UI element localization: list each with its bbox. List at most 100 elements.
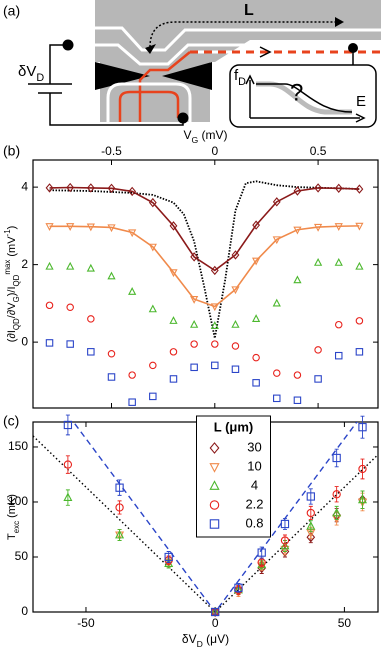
x-tick-label: 0 [211, 144, 218, 158]
length-label: L [244, 2, 254, 19]
marker [115, 483, 124, 492]
marker [210, 321, 219, 329]
marker [190, 340, 198, 348]
label-part: (mV) [198, 128, 227, 142]
legend-box [196, 415, 271, 538]
label-part: f [234, 67, 239, 84]
marker [280, 546, 290, 557]
marker [128, 371, 136, 379]
panel-label: (b) [3, 143, 20, 159]
marker [357, 494, 368, 504]
marker [66, 182, 75, 193]
marker [231, 342, 240, 350]
y-tick-label: 4 [21, 179, 28, 193]
marker [252, 379, 260, 387]
legend-marker [209, 463, 220, 473]
marker [107, 349, 116, 358]
marker [293, 371, 302, 379]
y-tick-label: 2 [21, 257, 28, 271]
marker [257, 562, 267, 574]
marker [149, 361, 157, 370]
legend-marker [209, 480, 220, 490]
marker [148, 243, 157, 252]
label-part: /∂V [6, 302, 18, 318]
x-tick-label: -0.5 [101, 144, 122, 158]
marker [87, 315, 95, 323]
label-part: (mV [6, 236, 18, 260]
guide-line [33, 435, 378, 612]
marker [252, 220, 261, 230]
legend-marker [209, 442, 220, 454]
marker [257, 548, 266, 557]
marker [231, 286, 240, 295]
label-part: D [36, 72, 44, 84]
error-bar [360, 458, 365, 480]
chevron [259, 46, 272, 58]
marker [128, 287, 137, 295]
marker [190, 252, 199, 262]
y-tick-label: 50 [15, 549, 29, 563]
marker [252, 314, 261, 322]
marker [355, 184, 364, 194]
marker [148, 304, 157, 313]
marker [332, 490, 341, 499]
y-tick-label: 100 [8, 494, 28, 508]
label-part: D [197, 639, 203, 649]
x-axis-label: δVD (μV) [182, 632, 229, 649]
marker [107, 224, 116, 233]
error-bar [117, 479, 122, 496]
marker [272, 236, 281, 245]
contact [62, 39, 74, 51]
label-part: (μV) [203, 632, 229, 646]
edge-channel [95, 26, 381, 52]
marker [169, 348, 178, 356]
x-tick-label: -50 [77, 616, 95, 630]
label-part: (mK) [6, 494, 18, 521]
error-bar [360, 490, 365, 510]
marker [273, 394, 281, 403]
marker [314, 375, 322, 383]
marker [293, 186, 302, 196]
guide-line [72, 422, 358, 612]
label-part: (∂I [6, 330, 18, 342]
error-bar [65, 455, 70, 474]
label-part: exc [12, 521, 21, 533]
fit-line [49, 186, 360, 272]
trace [49, 180, 360, 339]
marker [234, 583, 243, 592]
plot-frame [32, 159, 379, 409]
marker [169, 316, 178, 324]
marker [107, 183, 116, 193]
y-tick-label: 0 [21, 334, 28, 348]
marker [45, 183, 54, 193]
marker [306, 508, 315, 518]
marker [252, 257, 261, 266]
circuit [28, 44, 184, 126]
error-bar [117, 500, 122, 515]
marker [128, 229, 137, 238]
marker [107, 373, 116, 381]
label-part: )/I [6, 286, 18, 296]
marker [211, 607, 220, 617]
error-bar [65, 414, 70, 436]
marker [211, 340, 219, 348]
marker [306, 532, 316, 543]
marker [211, 361, 219, 370]
marker [128, 186, 137, 197]
error-bar [360, 415, 365, 439]
marker [148, 197, 157, 208]
error-bar [213, 609, 218, 615]
marker [358, 423, 367, 432]
panel-label: (c) [3, 413, 19, 429]
marker [334, 320, 343, 329]
error-bar [65, 489, 70, 506]
bias-label: δVD [18, 63, 44, 84]
gate-right [162, 62, 212, 90]
marker [293, 396, 302, 404]
x-tick-label: 50 [338, 616, 352, 630]
legend-label: 30 [247, 439, 261, 454]
marker [231, 365, 240, 373]
marker [355, 348, 364, 356]
y-tick-label: 150 [8, 439, 28, 453]
